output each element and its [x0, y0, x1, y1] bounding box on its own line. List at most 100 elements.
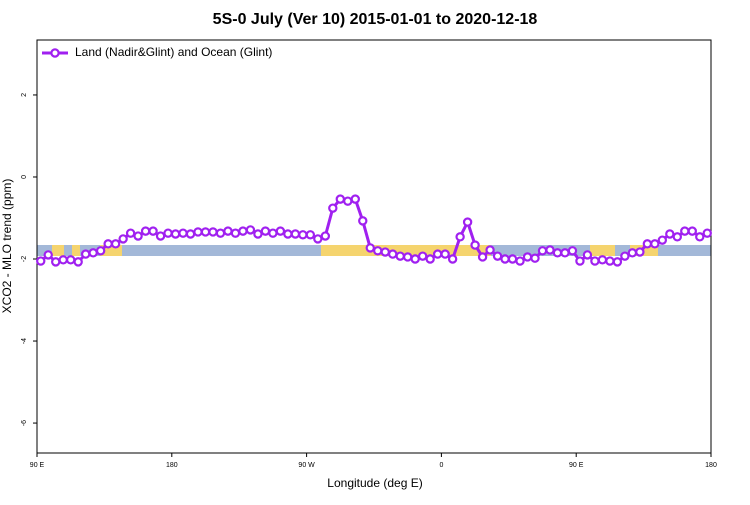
- data-point: [155, 231, 166, 241]
- data-point: [680, 226, 690, 236]
- data-point: [462, 217, 473, 227]
- x-tick-label: 90 E: [569, 462, 584, 469]
- data-point: [612, 257, 623, 267]
- data-point: [350, 194, 360, 204]
- data-point: [590, 256, 600, 266]
- data-point: [125, 228, 136, 238]
- data-point: [470, 240, 480, 250]
- data-point: [373, 246, 383, 256]
- data-point: [80, 249, 91, 259]
- data-point: [417, 251, 428, 261]
- y-tick-label: -2: [21, 256, 28, 262]
- data-point: [455, 232, 465, 242]
- y-tick-label: -4: [21, 338, 28, 344]
- data-point: [358, 216, 368, 226]
- data-point: [95, 246, 106, 256]
- data-point: [545, 245, 555, 255]
- x-tick-label: 90 W: [298, 462, 315, 469]
- data-point: [215, 228, 226, 238]
- data-point: [665, 229, 675, 239]
- data-point: [268, 228, 278, 238]
- data-point: [425, 254, 435, 264]
- data-point: [58, 255, 68, 265]
- data-point: [178, 228, 188, 238]
- plot-frame: [36, 39, 712, 454]
- data-point: [522, 252, 533, 262]
- data-point: [170, 229, 181, 239]
- data-point: [185, 229, 196, 239]
- data-point: [133, 231, 143, 241]
- data-point: [238, 226, 248, 236]
- data-point: [500, 254, 510, 264]
- data-point: [635, 247, 645, 257]
- data-point: [140, 226, 151, 236]
- y-tick-label: 0: [21, 175, 28, 179]
- data-point: [515, 256, 525, 266]
- data-point: [642, 239, 653, 249]
- data-point: [328, 203, 338, 213]
- data-point: [118, 234, 128, 244]
- data-point: [410, 254, 420, 264]
- data-point: [672, 232, 683, 242]
- data-point: [260, 226, 271, 236]
- data-point: [65, 255, 76, 265]
- data-point: [193, 227, 203, 237]
- land-strip: [100, 245, 122, 256]
- y-tick-label: 2: [21, 93, 28, 97]
- data-point: [43, 250, 53, 260]
- data-point: [560, 248, 570, 258]
- x-tick-label: 180: [166, 462, 178, 469]
- data-point: [597, 255, 608, 265]
- data-point: [620, 251, 630, 261]
- data-point: [403, 252, 413, 262]
- x-axis-label: Longitude (deg E): [327, 476, 422, 490]
- land-strip: [590, 245, 615, 256]
- data-point: [447, 254, 458, 264]
- data-point: [477, 252, 488, 262]
- data-point: [395, 251, 405, 261]
- data-point: [537, 246, 548, 256]
- data-point: [343, 196, 353, 206]
- legend-label: Land (Nadir&Glint) and Ocean (Glint): [75, 45, 272, 59]
- data-point: [298, 230, 308, 240]
- data-point: [380, 247, 390, 257]
- data-point: [103, 239, 113, 249]
- data-point: [492, 251, 503, 261]
- data-point: [253, 229, 263, 239]
- data-point: [88, 248, 98, 258]
- land-strip: [321, 245, 491, 256]
- data-point: [687, 226, 697, 236]
- legend-marker: [50, 48, 60, 58]
- data-point: [702, 228, 712, 238]
- data-point: [485, 245, 495, 255]
- data-point: [290, 229, 301, 239]
- data-point: [440, 249, 450, 259]
- data-point: [36, 256, 46, 266]
- data-point: [575, 256, 585, 266]
- x-tick-label: 180: [705, 462, 717, 469]
- data-point: [567, 246, 578, 256]
- data-point: [605, 256, 615, 266]
- data-point: [223, 226, 233, 236]
- data-point: [283, 229, 293, 239]
- data-point: [51, 257, 61, 267]
- data-point: [245, 225, 256, 235]
- chart-title: 5S-0 July (Ver 10) 2015-01-01 to 2020-12…: [213, 11, 538, 28]
- data-point: [582, 250, 593, 260]
- data-point: [148, 226, 158, 236]
- data-point: [335, 194, 345, 204]
- data-point: [275, 226, 286, 236]
- data-point: [208, 227, 218, 237]
- data-point: [365, 243, 375, 253]
- y-axis-label: XCO2 - MLO trend (ppm): [0, 179, 14, 314]
- data-point: [627, 248, 638, 258]
- data-point: [552, 248, 563, 258]
- data-point: [305, 230, 316, 240]
- data-point: [313, 234, 323, 244]
- data-point: [530, 253, 540, 263]
- data-point: [432, 249, 443, 259]
- data-point: [230, 228, 241, 238]
- data-point: [73, 257, 83, 267]
- data-point: [163, 228, 173, 238]
